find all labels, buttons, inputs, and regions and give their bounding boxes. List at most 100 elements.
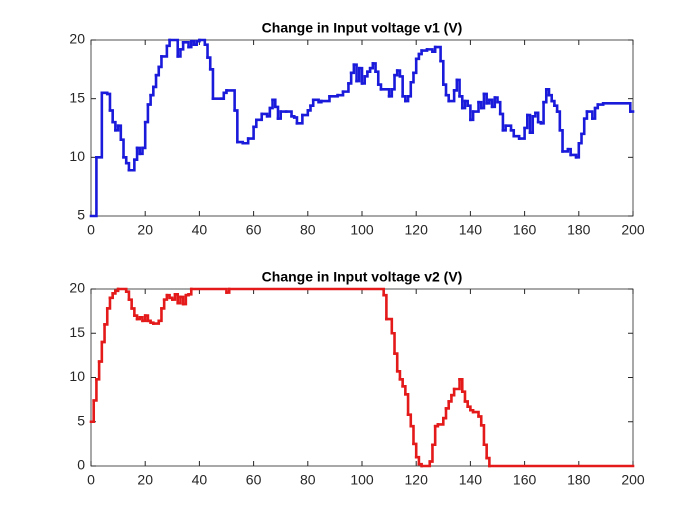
x-tick-label: 140 xyxy=(459,222,483,238)
y-tick-label: 20 xyxy=(69,31,85,47)
line-step xyxy=(591,106,597,120)
line-step xyxy=(127,158,136,172)
line-step xyxy=(187,39,193,49)
line-step xyxy=(219,91,226,100)
plot-area xyxy=(90,39,634,217)
line-step xyxy=(198,38,207,46)
line-step xyxy=(395,69,402,78)
line-step xyxy=(412,57,418,75)
line-step xyxy=(149,85,155,97)
chart-title: Change in Input voltage v2 (V) xyxy=(262,269,463,285)
line-step xyxy=(447,89,456,103)
line-step xyxy=(409,71,415,84)
line-step xyxy=(360,75,367,85)
line-step xyxy=(168,38,180,58)
line-step xyxy=(152,73,158,89)
line-step xyxy=(108,292,114,300)
line-step xyxy=(482,443,488,460)
line-step xyxy=(404,393,410,416)
line-step xyxy=(428,443,434,463)
line-step xyxy=(471,100,480,113)
line-step xyxy=(187,287,193,296)
line-step xyxy=(154,65,161,77)
line-step xyxy=(114,124,120,132)
line-step xyxy=(477,100,483,110)
line-step xyxy=(157,55,163,69)
x-tick-label: 60 xyxy=(246,472,262,488)
line-step xyxy=(111,120,117,132)
line-step xyxy=(517,126,526,140)
line-step xyxy=(493,96,499,104)
x-tick-label: 100 xyxy=(350,472,374,488)
line-step xyxy=(398,75,404,98)
line-step xyxy=(574,141,581,159)
line-step xyxy=(103,307,109,326)
line-step xyxy=(357,66,364,85)
line-step xyxy=(122,156,128,165)
line-step xyxy=(95,360,101,381)
line-step xyxy=(105,92,112,112)
line-step xyxy=(387,87,394,98)
line-step xyxy=(138,146,144,156)
line-step xyxy=(463,400,469,409)
line-step xyxy=(539,100,545,125)
line-step xyxy=(580,117,586,136)
line-step xyxy=(390,331,396,355)
line-step xyxy=(466,104,472,122)
line-step xyxy=(265,106,272,118)
line-step xyxy=(108,109,114,124)
line-step xyxy=(485,456,491,468)
line-step xyxy=(349,63,356,75)
line-step xyxy=(439,59,445,86)
line-step xyxy=(246,125,255,140)
x-tick-label: 80 xyxy=(300,472,316,488)
line-step xyxy=(406,80,413,98)
line-step xyxy=(498,112,505,132)
line-step xyxy=(547,93,553,103)
line-step xyxy=(284,110,293,118)
y-tick-label: 0 xyxy=(77,457,85,473)
y-tick-label: 15 xyxy=(69,324,85,340)
x-tick-label: 40 xyxy=(192,472,208,488)
line-step xyxy=(496,100,502,116)
line-step xyxy=(490,96,497,109)
line-step xyxy=(320,95,331,103)
line-step xyxy=(295,113,304,125)
line-step xyxy=(141,120,147,150)
line-step xyxy=(376,83,383,91)
x-tick-label: 160 xyxy=(513,222,537,238)
x-tick-label: 200 xyxy=(621,222,645,238)
line-step xyxy=(160,298,166,310)
line-step xyxy=(526,113,532,134)
x-tick-label: 180 xyxy=(567,472,591,488)
line-step xyxy=(431,45,437,54)
line-step xyxy=(146,93,152,106)
line-step xyxy=(143,314,150,323)
y-tick-label: 20 xyxy=(69,280,85,296)
line-step xyxy=(585,110,594,120)
line-step xyxy=(347,71,353,85)
line-step xyxy=(255,112,264,122)
x-tick-label: 20 xyxy=(137,222,153,238)
line-step xyxy=(393,69,399,77)
x-tick-label: 200 xyxy=(621,472,645,488)
x-tick-label: 20 xyxy=(137,472,153,488)
line-step xyxy=(404,95,410,103)
line-step xyxy=(368,62,375,70)
line-step xyxy=(119,138,125,159)
line-step xyxy=(401,95,407,103)
line-step xyxy=(276,110,282,120)
line-step xyxy=(558,129,564,153)
y-tick-label: 10 xyxy=(69,368,85,384)
line-step xyxy=(482,92,488,105)
line-step xyxy=(414,455,421,466)
line-step xyxy=(450,387,456,397)
line-step xyxy=(444,400,451,410)
line-step xyxy=(436,416,445,426)
line-step xyxy=(504,124,513,132)
line-step xyxy=(143,103,150,124)
line-step xyxy=(382,293,388,321)
line-step xyxy=(271,98,277,109)
line-step xyxy=(252,118,258,129)
